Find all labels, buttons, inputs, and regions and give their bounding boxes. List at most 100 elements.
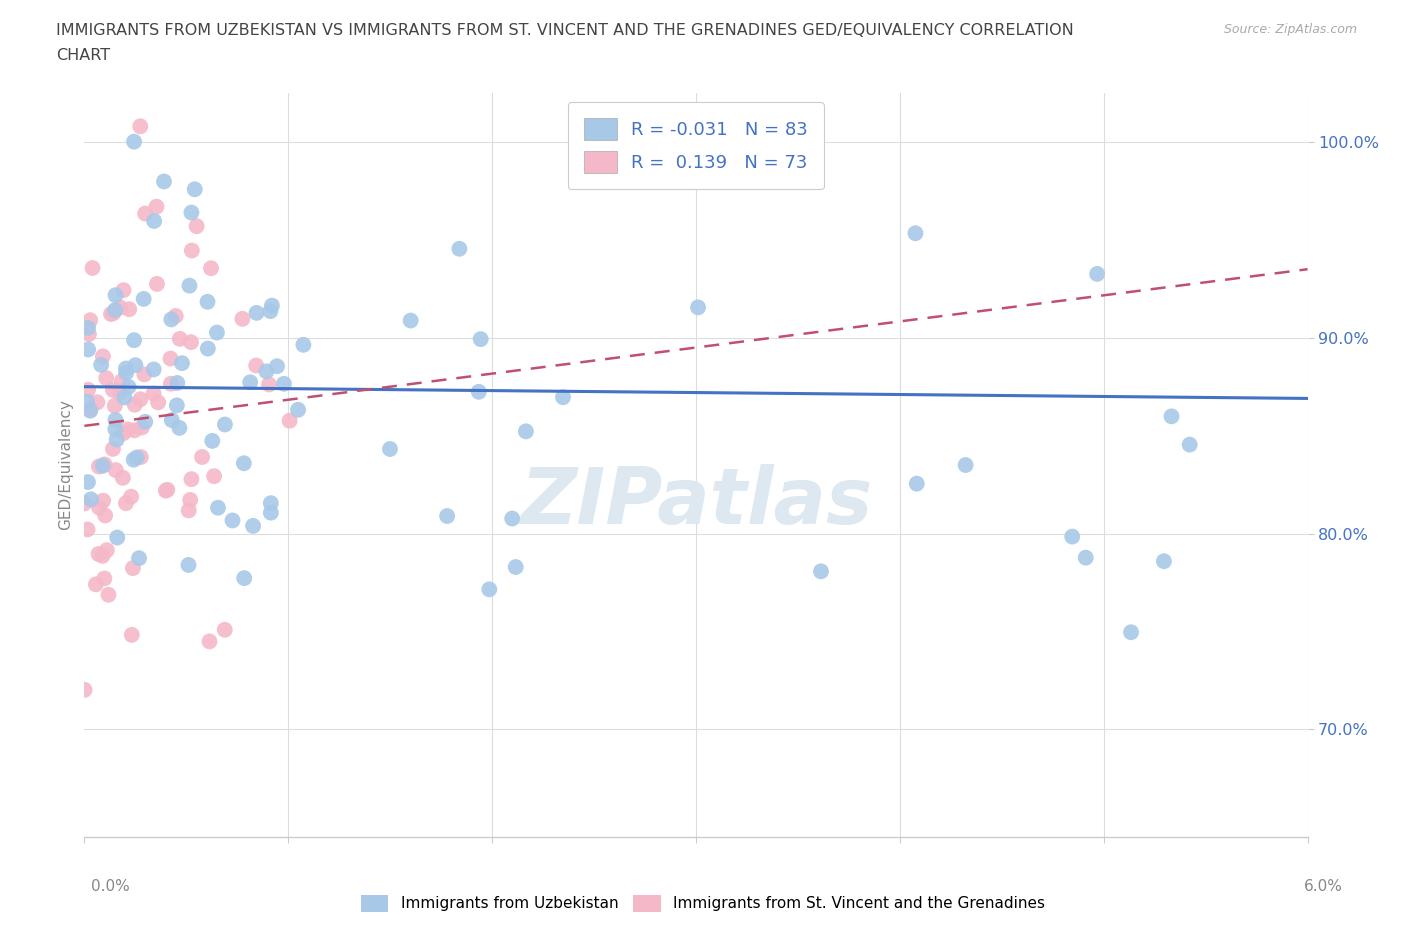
Point xyxy=(478,582,501,597)
Point xyxy=(165,309,187,324)
Point xyxy=(76,394,98,409)
Point xyxy=(124,397,146,412)
Point xyxy=(129,392,152,406)
Point xyxy=(129,119,152,134)
Point xyxy=(112,426,135,441)
Point xyxy=(470,332,492,347)
Point xyxy=(122,561,145,576)
Point xyxy=(142,386,165,401)
Point xyxy=(93,571,115,586)
Point xyxy=(1153,553,1175,568)
Point xyxy=(87,459,110,474)
Point xyxy=(179,493,201,508)
Point xyxy=(94,508,117,523)
Text: 6.0%: 6.0% xyxy=(1303,879,1343,894)
Text: Source: ZipAtlas.com: Source: ZipAtlas.com xyxy=(1223,23,1357,36)
Point xyxy=(1062,529,1084,544)
Point xyxy=(115,365,138,380)
Point xyxy=(128,551,150,565)
Text: 0.0%: 0.0% xyxy=(91,879,131,894)
Point xyxy=(117,379,139,394)
Point xyxy=(1160,409,1182,424)
Point xyxy=(551,390,574,405)
Point xyxy=(146,395,169,410)
Point xyxy=(115,496,138,511)
Point xyxy=(260,505,283,520)
Point xyxy=(449,241,471,256)
Point xyxy=(79,312,101,327)
Point xyxy=(177,557,200,572)
Point xyxy=(89,500,111,515)
Point xyxy=(170,355,193,370)
Point xyxy=(91,493,114,508)
Point xyxy=(155,484,177,498)
Point xyxy=(292,338,315,352)
Point xyxy=(231,312,253,326)
Point xyxy=(179,278,201,293)
Point xyxy=(142,362,165,377)
Point xyxy=(177,503,200,518)
Point xyxy=(104,398,127,413)
Point xyxy=(117,422,139,437)
Point xyxy=(77,326,100,341)
Point xyxy=(108,300,131,315)
Point xyxy=(955,458,977,472)
Point xyxy=(103,306,125,321)
Point xyxy=(501,512,523,526)
Point xyxy=(221,513,243,528)
Point xyxy=(104,422,127,437)
Point xyxy=(287,403,309,418)
Point xyxy=(184,182,207,197)
Point xyxy=(198,634,221,649)
Point xyxy=(105,530,128,545)
Point xyxy=(122,333,145,348)
Point xyxy=(1085,267,1108,282)
Point xyxy=(96,543,118,558)
Point xyxy=(505,560,527,575)
Point xyxy=(207,500,229,515)
Point xyxy=(80,492,103,507)
Point xyxy=(112,283,135,298)
Point xyxy=(160,413,183,428)
Point xyxy=(77,474,100,489)
Point xyxy=(101,382,124,397)
Point xyxy=(77,321,100,336)
Point xyxy=(153,174,176,189)
Point xyxy=(120,489,142,504)
Point xyxy=(245,358,267,373)
Point xyxy=(436,509,458,524)
Point xyxy=(214,417,236,432)
Point xyxy=(202,469,225,484)
Point xyxy=(73,683,96,698)
Point xyxy=(160,377,183,392)
Point xyxy=(84,577,107,591)
Point xyxy=(77,342,100,357)
Point xyxy=(91,349,114,364)
Point xyxy=(1178,437,1201,452)
Point xyxy=(104,302,127,317)
Point xyxy=(101,442,124,457)
Text: CHART: CHART xyxy=(56,48,110,63)
Point xyxy=(257,377,280,392)
Point xyxy=(114,390,136,405)
Point xyxy=(118,301,141,316)
Point xyxy=(197,295,219,310)
Point xyxy=(134,367,156,382)
Point xyxy=(515,424,537,439)
Point xyxy=(278,413,301,428)
Point xyxy=(91,458,114,473)
Point xyxy=(125,450,148,465)
Point xyxy=(104,413,127,428)
Point xyxy=(82,260,104,275)
Point xyxy=(115,361,138,376)
Point xyxy=(87,547,110,562)
Point xyxy=(259,304,281,319)
Point xyxy=(180,335,202,350)
Point xyxy=(108,385,131,400)
Point xyxy=(201,433,224,448)
Point xyxy=(232,456,254,471)
Point xyxy=(166,398,188,413)
Point xyxy=(73,496,96,511)
Point xyxy=(233,571,256,586)
Point xyxy=(214,622,236,637)
